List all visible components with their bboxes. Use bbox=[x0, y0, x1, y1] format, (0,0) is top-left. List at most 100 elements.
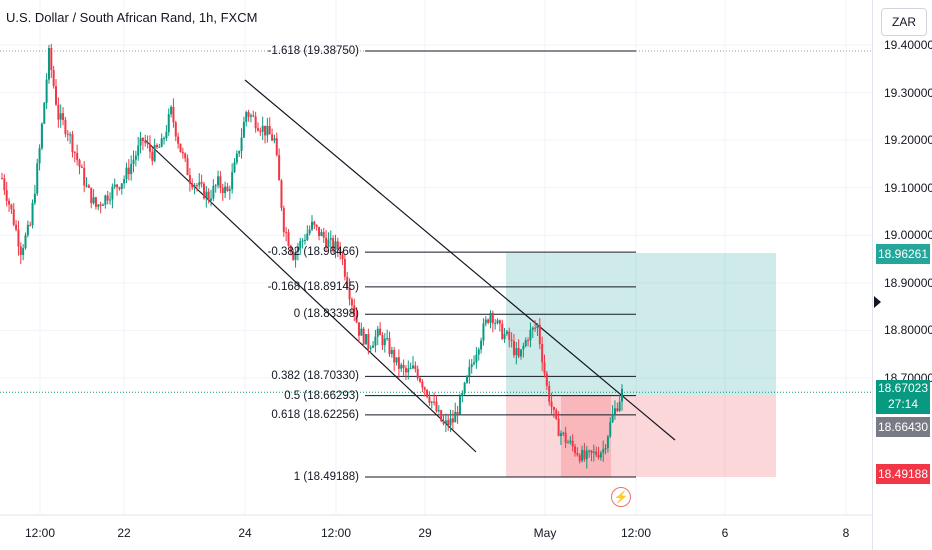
candle-body bbox=[369, 347, 372, 349]
candle-body bbox=[186, 158, 189, 176]
candle-body bbox=[33, 193, 36, 203]
candle-body bbox=[334, 241, 337, 250]
fib-level-label: 0 (18.83398) bbox=[293, 308, 359, 321]
y-tick-label: 19.20000 bbox=[884, 133, 932, 148]
candle-body bbox=[202, 183, 205, 199]
candle-body bbox=[231, 172, 234, 190]
candle-body bbox=[59, 113, 62, 120]
right-arrow-icon[interactable] bbox=[874, 296, 881, 308]
candle-body bbox=[379, 328, 382, 336]
candle-body bbox=[477, 349, 480, 355]
candle-body bbox=[566, 442, 569, 444]
candle-body bbox=[106, 195, 109, 201]
candle-body bbox=[339, 249, 342, 255]
candle-body bbox=[534, 327, 537, 329]
lightning-icon[interactable]: ⚡ bbox=[611, 487, 631, 507]
candle-body bbox=[585, 450, 588, 460]
candle-body bbox=[233, 162, 236, 173]
candle-body bbox=[160, 138, 163, 147]
candle-body bbox=[87, 185, 90, 188]
candle-body bbox=[57, 104, 60, 120]
candle-body bbox=[76, 152, 79, 160]
candle-body bbox=[541, 344, 544, 363]
candle-body bbox=[468, 367, 471, 377]
candle-body bbox=[200, 182, 203, 184]
candle-body bbox=[390, 349, 393, 355]
candle-body bbox=[92, 197, 95, 204]
candle-body bbox=[381, 335, 384, 346]
candle-body bbox=[343, 258, 346, 277]
candle-body bbox=[266, 125, 269, 136]
candle-body bbox=[5, 190, 8, 201]
candle-body bbox=[583, 449, 586, 460]
candle-body bbox=[487, 319, 490, 323]
candle-body bbox=[595, 451, 598, 456]
candle-body bbox=[12, 209, 15, 225]
chart-grid bbox=[0, 0, 872, 516]
candle-body bbox=[217, 176, 220, 186]
candle-body bbox=[482, 323, 485, 341]
x-tick-label: May bbox=[533, 526, 557, 540]
candle-body bbox=[264, 125, 267, 136]
candle-body bbox=[271, 134, 274, 141]
candle-body bbox=[10, 204, 13, 210]
candle-body bbox=[275, 138, 278, 156]
candle-body bbox=[31, 202, 34, 226]
candle-body bbox=[268, 125, 271, 135]
candle-body bbox=[421, 381, 424, 388]
candle-body bbox=[592, 451, 595, 453]
candle-body bbox=[557, 418, 560, 437]
candle-body bbox=[315, 224, 318, 227]
candle-body bbox=[8, 200, 11, 205]
candle-body bbox=[550, 401, 553, 407]
candle-body bbox=[498, 320, 501, 324]
candle-body bbox=[116, 184, 119, 188]
candle-body bbox=[520, 349, 523, 357]
loss-zone-progress bbox=[561, 394, 611, 478]
candle-body bbox=[376, 328, 379, 337]
candle-body bbox=[36, 163, 39, 194]
candle-body bbox=[350, 299, 353, 306]
candle-body bbox=[329, 238, 332, 240]
candle-body bbox=[538, 324, 541, 345]
candle-body bbox=[543, 362, 546, 374]
candle-body bbox=[165, 132, 168, 139]
candle-body bbox=[219, 176, 222, 188]
candle-body bbox=[362, 328, 365, 345]
candle-body bbox=[311, 221, 313, 230]
candle-body bbox=[320, 232, 323, 236]
candle-body bbox=[336, 241, 339, 250]
candle-body bbox=[15, 224, 18, 230]
candle-body bbox=[353, 305, 356, 316]
candle-body bbox=[64, 119, 67, 134]
candle-body bbox=[440, 410, 443, 422]
candle-body bbox=[45, 79, 48, 103]
candle-body bbox=[252, 115, 255, 117]
candle-body bbox=[184, 153, 187, 159]
fib-level-label: 0.618 (18.62256) bbox=[271, 408, 359, 421]
candle-body bbox=[618, 401, 621, 411]
candle-body bbox=[193, 185, 196, 188]
y-tick-label: 19.00000 bbox=[884, 228, 932, 243]
candle-body bbox=[419, 378, 422, 382]
candle-body bbox=[552, 406, 555, 410]
candle-body bbox=[590, 450, 593, 453]
candle-body bbox=[43, 102, 46, 124]
candle-body bbox=[170, 106, 173, 115]
x-tick-label: 12:00 bbox=[24, 526, 56, 540]
candle-body bbox=[517, 348, 520, 357]
candle-body bbox=[395, 357, 398, 363]
candle-body bbox=[515, 348, 518, 356]
candle-body bbox=[407, 368, 410, 373]
candle-body bbox=[172, 106, 175, 123]
candle-body bbox=[308, 229, 311, 234]
candle-body bbox=[294, 251, 297, 260]
x-tick-label: 12:00 bbox=[620, 526, 652, 540]
candle-body bbox=[259, 130, 262, 132]
candle-body bbox=[62, 113, 65, 120]
fib-level-label: 1 (18.49188) bbox=[293, 471, 359, 483]
x-tick-label: 6 bbox=[721, 526, 729, 540]
currency-button[interactable]: ZAR bbox=[881, 8, 927, 36]
candle-body bbox=[569, 440, 572, 443]
